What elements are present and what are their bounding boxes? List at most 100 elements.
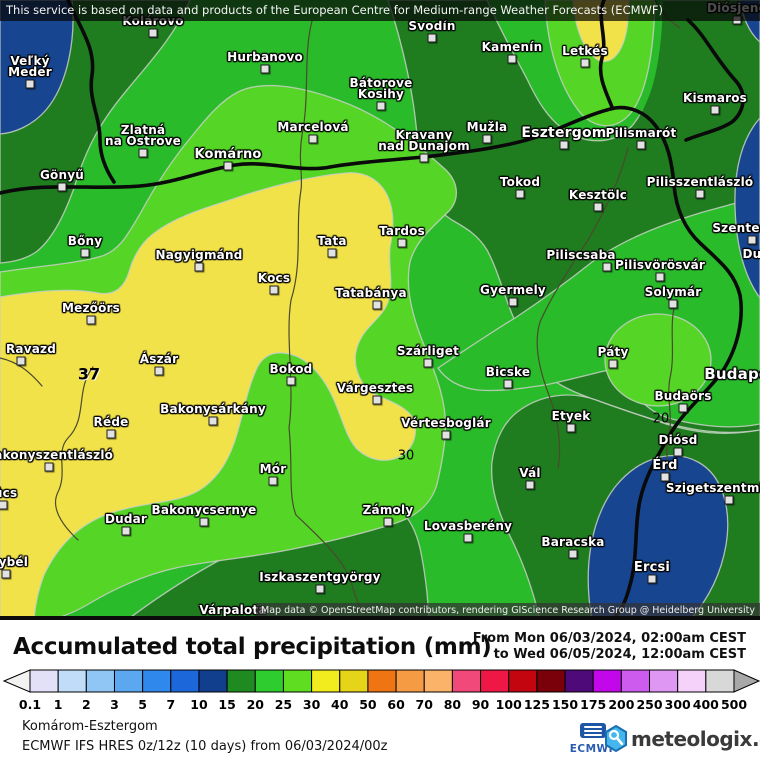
town-marker [695, 189, 705, 199]
town-label: Pilisvörösvár [614, 258, 706, 272]
ecmwf-logo: ECMWF [568, 723, 618, 755]
town-label: Tata [317, 234, 347, 248]
town-marker [138, 148, 148, 158]
town-marker [25, 79, 35, 89]
map-attribution-text: Map data © OpenStreetMap contributors, r… [261, 605, 755, 616]
service-banner-text: This service is based on data and produc… [6, 3, 663, 17]
town-marker [372, 395, 382, 405]
svg-text:150: 150 [552, 697, 578, 712]
town-label: Piliscsaba [546, 248, 616, 262]
town-marker [383, 517, 393, 527]
town-marker [660, 472, 670, 482]
svg-text:300: 300 [665, 697, 691, 712]
town-label: Tatabánya [335, 286, 407, 300]
town-label: Réde [93, 415, 129, 429]
svg-text:90: 90 [472, 697, 490, 712]
town-label: Zámoly [362, 503, 414, 517]
town-marker [269, 285, 279, 295]
town-marker [308, 134, 318, 144]
town-label: Lovasberény [423, 519, 513, 533]
svg-text:80: 80 [444, 697, 462, 712]
town-marker [223, 161, 233, 171]
town-label: Kismaros [682, 91, 748, 105]
town-marker [327, 248, 337, 258]
map-attribution: Map data © OpenStreetMap contributors, r… [256, 603, 760, 619]
town-label: Kamenín [481, 40, 543, 54]
map-overlay: KolárovoDiósjenőSvodínKamenínLetkésHurba… [0, 2, 760, 620]
town-label: Nagyigmánd [155, 248, 243, 262]
precipitation-colorbar: 0.1 1 2 3 5 7 10 15 20 25 30 40 50 60 70 80 90 100 125 150 1… [2, 669, 760, 712]
model-run-info: ECMWF IFS HRES 0z/12z (10 days) from 06/… [22, 739, 388, 754]
svg-text:400: 400 [693, 697, 719, 712]
town-label: Komárno [194, 147, 262, 162]
town-marker [668, 299, 678, 309]
svg-text:25: 25 [275, 697, 292, 712]
town-marker [568, 549, 578, 559]
town-label: Budaörs [654, 389, 712, 403]
town-label: Dunakeszi [742, 247, 760, 261]
svg-text:100: 100 [496, 697, 522, 712]
town-marker [602, 262, 612, 272]
town-marker [507, 54, 517, 64]
town-marker [57, 182, 67, 192]
town-marker [80, 248, 90, 258]
town-marker [423, 358, 433, 368]
town-marker [580, 58, 590, 68]
svg-text:20: 20 [247, 697, 265, 712]
town-marker [376, 101, 386, 111]
town-label: Bakonycsernye [151, 503, 257, 517]
town-label: Mór [259, 462, 287, 476]
town-label: Zlatná na Ostrove [104, 123, 182, 148]
town-label: Etyek [551, 409, 591, 423]
town-label: Bakonyszentlászló [0, 448, 114, 462]
town-label: Szárliget [396, 344, 460, 358]
svg-text:2: 2 [82, 697, 91, 712]
town-label: Tardos [379, 224, 425, 238]
svg-text:1: 1 [54, 697, 63, 712]
town-label: Iszkaszentgyörgy [259, 570, 381, 584]
town-marker [441, 430, 451, 440]
town-label: Ászár [139, 352, 179, 366]
town-marker [268, 476, 278, 486]
rivers [0, 0, 745, 620]
town-marker [148, 28, 158, 38]
town-label: Solymár [644, 285, 702, 299]
town-marker [566, 423, 576, 433]
town-label: Mužla [466, 120, 508, 134]
svg-text:30: 30 [303, 697, 321, 712]
town-marker [747, 235, 757, 245]
contour-value-label: 30 [397, 448, 415, 464]
precipitation-map: KolárovoDiósjenőSvodínKamenínLetkésHurba… [0, 0, 760, 620]
legend-title: Accumulated total precipitation (mm) [13, 634, 492, 660]
town-marker [86, 315, 96, 325]
town-label: Szentendre [712, 221, 760, 235]
town-marker [1, 569, 11, 579]
svg-text:7: 7 [166, 697, 175, 712]
town-label: Pilismarót [605, 126, 677, 140]
town-marker [678, 403, 688, 413]
town-marker [199, 517, 209, 527]
town-label: Bátorove Kosihy [349, 76, 413, 101]
svg-text:5: 5 [138, 697, 147, 712]
town-label: Esztergom [521, 125, 607, 141]
town-marker [427, 33, 437, 43]
town-label: Gyermely [480, 283, 546, 297]
contour-value-label: 20 [652, 411, 670, 427]
town-label: Baracska [541, 535, 605, 549]
town-marker [559, 140, 569, 150]
svg-text:0.1: 0.1 [19, 697, 41, 712]
town-marker [0, 500, 8, 510]
town-label: Pilisszentlászló [646, 175, 754, 189]
svg-text:175: 175 [580, 697, 606, 712]
town-label: Mezőörs [61, 301, 121, 315]
town-label: Svodín [408, 19, 456, 33]
region-name: Komárom-Esztergom [22, 719, 158, 734]
town-marker [655, 272, 665, 282]
town-label: Érd [652, 458, 678, 473]
town-label: Tokod [499, 175, 541, 189]
map-bottom-border [0, 616, 760, 620]
contour-value-label: 37 [77, 364, 101, 384]
town-marker [647, 574, 657, 584]
town-marker [724, 495, 734, 505]
town-label: Veľký Meder [8, 54, 52, 79]
